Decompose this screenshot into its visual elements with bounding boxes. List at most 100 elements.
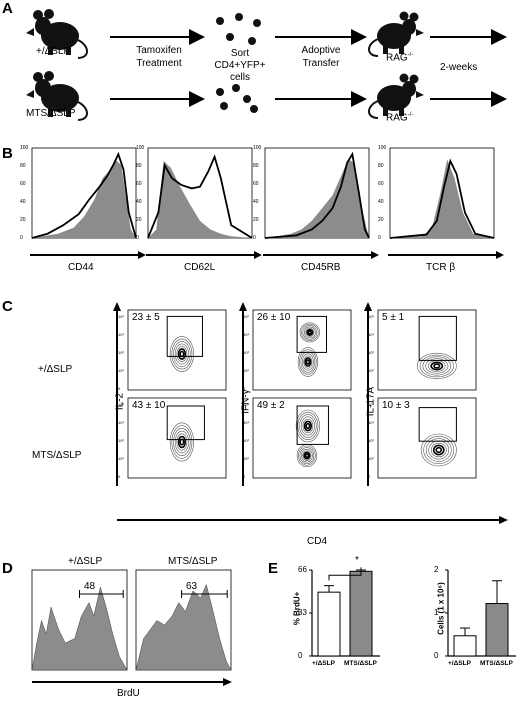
panel-a-diagram: [25, 8, 507, 121]
arrow-head: [239, 302, 247, 311]
y-tick-label: 100: [20, 145, 29, 151]
y-tick-label: 10⁴: [243, 420, 250, 425]
y-tick-label: 10⁴: [243, 332, 250, 337]
y-tick-label: 10³: [368, 438, 374, 443]
contour-ring: [305, 422, 311, 430]
contour-ring: [302, 418, 314, 434]
y-tick-label: 0: [20, 235, 23, 241]
contour-ring: [299, 447, 315, 464]
y-tick-label: 10³: [368, 350, 374, 355]
arrow-head: [138, 251, 146, 259]
arrow-head: [223, 678, 232, 686]
brdu-gate-value-2: 63: [186, 581, 198, 592]
y-tick-label: 10⁴: [118, 332, 125, 337]
y-tick-label: 60: [378, 181, 384, 187]
x-category-label: MTS/ΔSLP: [480, 660, 513, 667]
histogram-4: [388, 147, 504, 259]
contour-ring: [303, 355, 313, 369]
contour-ring: [174, 343, 189, 365]
contour-plot-r2c3: [377, 397, 477, 479]
y-tick-label: 10⁴: [368, 332, 375, 337]
y-tick-label: 20: [253, 217, 259, 223]
histogram-line: [264, 151, 370, 239]
recipient-bottom-label: RAG-/-: [386, 112, 414, 124]
histogram-2: [146, 147, 262, 259]
y-tick-label: 0: [243, 386, 246, 391]
contour-ring: [300, 448, 313, 463]
contour-ring: [295, 409, 320, 443]
recipient-top-label: RAG-/-: [386, 52, 414, 64]
y-tick-label: 66: [298, 565, 307, 574]
y-tick-label: 10⁴: [368, 420, 375, 425]
contour-ring: [299, 414, 317, 438]
contour-ring: [307, 330, 313, 335]
plot-frame: [127, 397, 227, 479]
y-tick-label: 80: [20, 163, 26, 169]
panel-d-histograms: [31, 569, 232, 686]
y-tick-label: 40: [378, 199, 384, 205]
y-tick-label: 10³: [118, 438, 124, 443]
panel-a-letter: A: [2, 0, 13, 17]
contour-ring: [305, 327, 315, 337]
contour-ring: [299, 322, 320, 343]
panel-e-letter: E: [268, 560, 279, 577]
contour-ring: [299, 349, 317, 375]
y-tick-label: 10⁵: [368, 314, 375, 319]
marker-label-1: CD44: [68, 262, 94, 273]
panel-c-letter: C: [2, 298, 13, 315]
significance-bracket: [328, 567, 362, 581]
contour-ring: [432, 444, 445, 456]
gate-box: [166, 405, 205, 441]
y-tick-label: 1: [434, 608, 439, 617]
contour-ring: [305, 359, 311, 365]
gate-box: [296, 405, 329, 445]
panel-c-contours: [113, 302, 508, 524]
marker-label-4: TCR β: [426, 262, 456, 273]
y-tick-label: 60: [253, 181, 259, 187]
contour-ring: [177, 435, 187, 449]
y-tick-label: 10⁵: [243, 314, 250, 319]
y-tick-label: 10²: [368, 456, 374, 461]
gate-box: [166, 315, 203, 357]
arrow-head: [496, 251, 504, 259]
contour-plot-r2c1: [127, 397, 227, 479]
contour-plot-r2c2: [252, 397, 352, 479]
gate-percentage: 10 ± 3: [382, 400, 410, 411]
contour-plot-r1c1: [127, 309, 227, 391]
histogram-fill: [32, 159, 136, 238]
y-tick-label: 20: [20, 217, 26, 223]
contour-ring: [173, 427, 191, 457]
y-tick-label: 0: [253, 235, 256, 241]
y-tick-label: 0: [243, 474, 246, 479]
contour-ring: [423, 435, 455, 465]
contour-ring: [303, 451, 311, 460]
y-tick-label: 10⁴: [118, 420, 125, 425]
contour-plot-r1c2: [252, 309, 352, 391]
y-tick-label: 10⁵: [118, 314, 125, 319]
contour-ring: [177, 348, 187, 360]
histogram-fill: [135, 583, 232, 671]
plot-frame: [377, 309, 477, 391]
y-tick-label: 10⁵: [118, 402, 125, 407]
contour-ring: [435, 446, 443, 454]
panel-c-row-label-2: MTS/ΔSLP: [32, 450, 82, 461]
contour-ring: [425, 438, 452, 462]
y-tick-label: 100: [378, 145, 387, 151]
panel-d-title-2: MTS/ΔSLP: [168, 556, 218, 567]
y-tick-label: 10³: [118, 350, 124, 355]
contour-ring: [422, 356, 452, 376]
y-tick-label: 10²: [243, 368, 249, 373]
arrow-head: [499, 516, 508, 524]
marker-label-3: CD45RB: [301, 262, 341, 273]
significance-star: *: [355, 555, 359, 566]
arrow-head: [113, 302, 121, 311]
histogram-line: [389, 158, 495, 239]
y-tick-label: 10³: [243, 350, 249, 355]
x-axis-cd4: CD4: [307, 536, 328, 547]
gate-box: [296, 315, 328, 353]
contour-ring: [302, 325, 318, 340]
y-tick-label: 60: [136, 181, 142, 187]
contour-ring: [176, 433, 188, 451]
y-tick-label: 10²: [118, 368, 124, 373]
